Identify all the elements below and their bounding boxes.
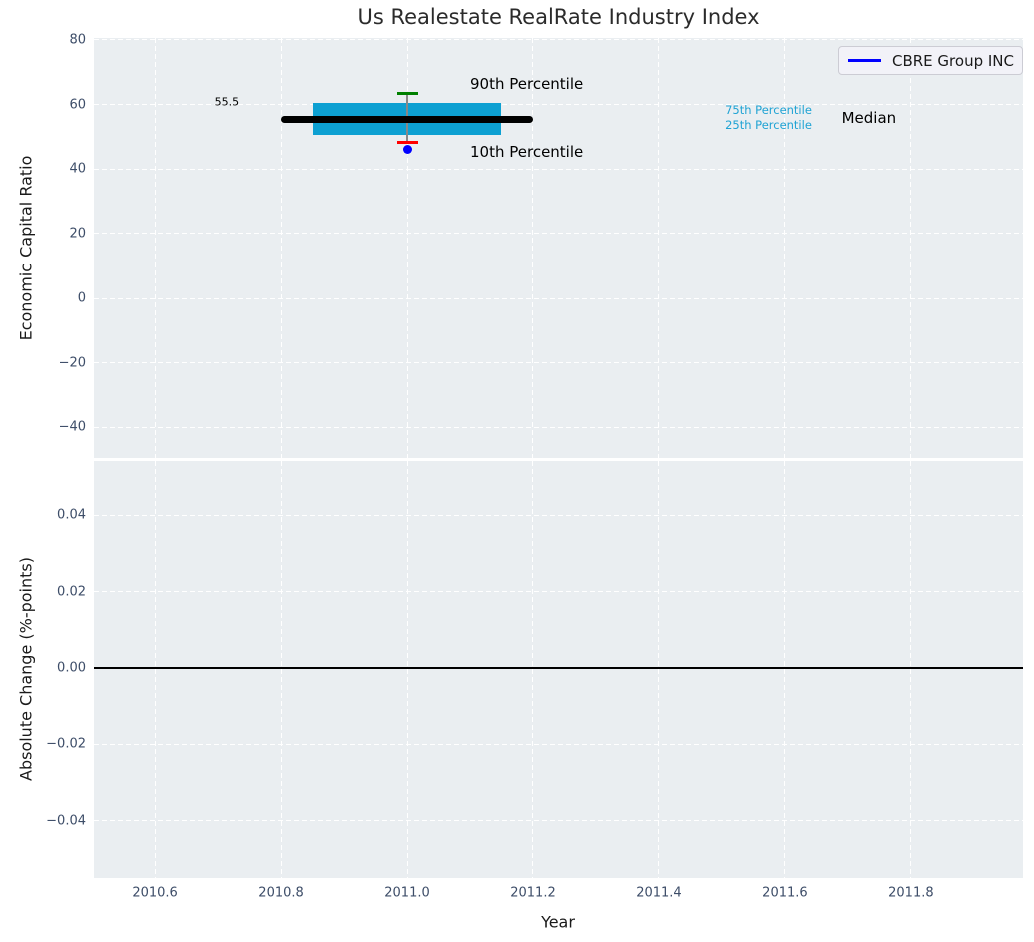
top-y-axis-label: Economic Capital Ratio — [16, 155, 36, 341]
x-tick-label: 2011.8 — [888, 885, 934, 901]
annotation-median-text-label: Median — [841, 109, 897, 128]
top-axes: 55.5 90th Percentile 10th Percentile 75th P… — [94, 38, 1023, 458]
y-tick-label: −0.04 — [46, 813, 86, 829]
legend: CBRE Group INC — [838, 46, 1023, 75]
p90-whisker-cap — [396, 91, 418, 95]
gridline-x-2011.4 — [658, 38, 660, 458]
bottom-axes — [94, 461, 1023, 878]
x-axis-label: Year — [541, 912, 575, 932]
gridline-x-2011.6 — [784, 461, 786, 878]
y-tick-label: 0.04 — [57, 507, 86, 523]
annotation-p90-label: 90th Percentile — [470, 75, 584, 94]
y-tick-label: −40 — [58, 419, 86, 435]
x-tick-label: 2010.8 — [258, 885, 304, 901]
y-tick-label: 60 — [69, 97, 86, 112]
company-marker-dot — [402, 145, 412, 155]
y-tick-label: 40 — [69, 161, 86, 177]
bottom-y-axis-label: Absolute Change (%-points) — [16, 557, 36, 781]
gridline-x-2011 — [406, 38, 408, 458]
gridline-y-0.04 — [94, 514, 1023, 516]
annotation-p75-label: 75th Percentile — [725, 103, 812, 118]
gridline-y--0.02 — [94, 743, 1023, 745]
annotation-p25-label: 25th Percentile — [725, 117, 812, 132]
x-tick-label: 2011.2 — [510, 885, 556, 901]
zero-line — [94, 666, 1023, 669]
chart-title: Us Realestate RealRate Industry Index — [357, 5, 760, 29]
gridline-x-2010.6 — [154, 38, 156, 458]
gridline-y-0 — [94, 297, 1023, 299]
gridline-y--20 — [94, 362, 1023, 364]
gridline-y-80 — [94, 39, 1023, 41]
gridline-y-20 — [94, 233, 1023, 235]
gridline-x-2011 — [406, 461, 408, 878]
y-tick-label: −0.02 — [46, 736, 86, 752]
gridline-x-2011.2 — [532, 461, 534, 878]
legend-line-sample — [848, 59, 881, 62]
p10-whisker-cap — [396, 141, 418, 145]
x-tick-label: 2011.6 — [762, 885, 808, 901]
gridline-x-2011.6 — [784, 38, 786, 458]
x-tick-label: 2011.0 — [384, 885, 430, 901]
y-tick-label: −20 — [58, 355, 86, 371]
x-tick-label: 2010.6 — [132, 885, 178, 901]
gridline-x-2011.2 — [532, 38, 534, 458]
gridline-x-2011.8 — [910, 461, 912, 878]
gridline-y--40 — [94, 426, 1023, 428]
gridline-x-2010.8 — [280, 38, 282, 458]
gridline-y--0.04 — [94, 820, 1023, 822]
y-tick-label: 80 — [69, 32, 86, 48]
gridline-y-60 — [94, 104, 1023, 105]
legend-label: CBRE Group INC — [892, 51, 1014, 70]
y-tick-label: 20 — [69, 226, 86, 242]
gridline-y-40 — [94, 168, 1023, 170]
gridline-x-2011.4 — [658, 461, 660, 878]
annotation-p10-label: 10th Percentile — [470, 142, 584, 161]
gridline-y-0.02 — [94, 591, 1023, 593]
annotation-median-value-label: 55.5 — [214, 95, 240, 109]
gridline-x-2010.6 — [154, 461, 156, 878]
gridline-x-2011.8 — [910, 38, 912, 458]
median-line — [281, 115, 533, 123]
y-tick-label: 0 — [77, 290, 86, 306]
x-tick-label: 2011.4 — [636, 885, 682, 901]
gridline-x-2010.8 — [280, 461, 282, 878]
y-tick-label: 0.00 — [57, 660, 86, 676]
y-tick-label: 0.02 — [57, 584, 86, 600]
